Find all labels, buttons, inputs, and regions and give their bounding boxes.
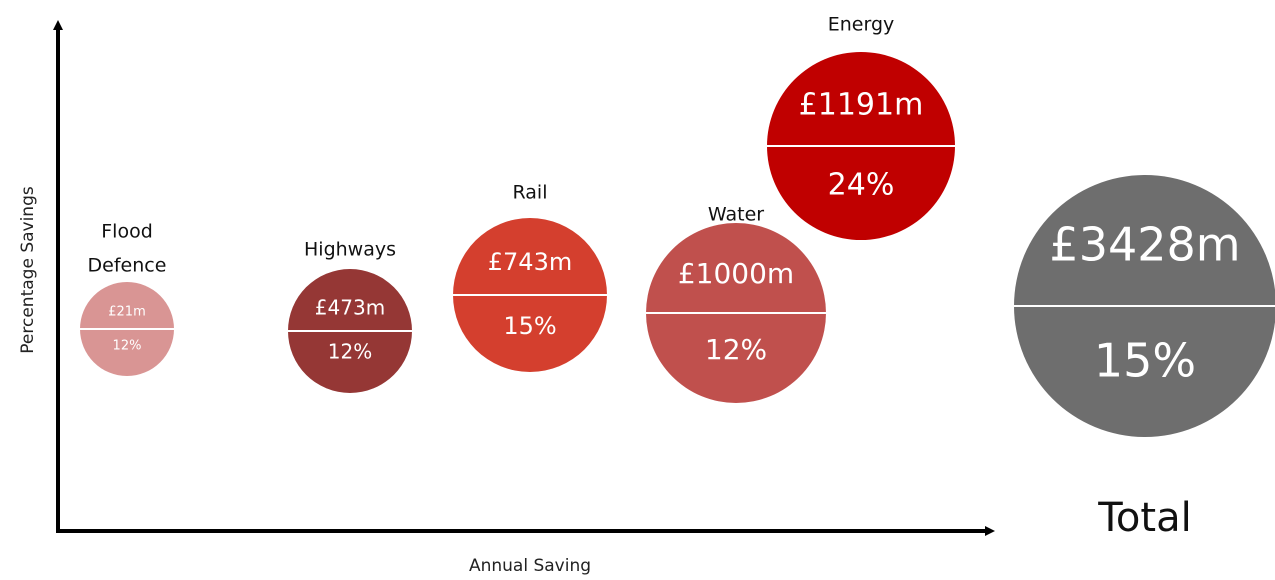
percent-label: 24% [828, 168, 895, 203]
percent-label: 15% [1094, 334, 1196, 388]
saving-label: £743m [488, 248, 572, 276]
percent-label: 15% [503, 312, 556, 340]
percent-label: 12% [705, 333, 767, 366]
bubble-name: Energy [828, 14, 895, 36]
bubble-name: Rail [513, 182, 548, 204]
bubble-name: Total [1097, 495, 1191, 541]
bubble-name: Highways [304, 239, 396, 261]
bubble-name: Water [708, 204, 764, 226]
percent-label: 12% [328, 340, 372, 364]
saving-label: £473m [315, 296, 385, 320]
saving-label: £21m [108, 305, 145, 320]
x-axis-label: Annual Saving [469, 556, 591, 576]
saving-label: £3428m [1049, 218, 1240, 272]
bubble-name: Defence [88, 255, 167, 277]
saving-label: £1000m [678, 257, 794, 290]
y-axis-label: Percentage Savings [18, 186, 38, 354]
percent-label: 12% [113, 339, 142, 354]
bubble-name: Flood [101, 221, 153, 243]
saving-label: £1191m [799, 88, 924, 123]
